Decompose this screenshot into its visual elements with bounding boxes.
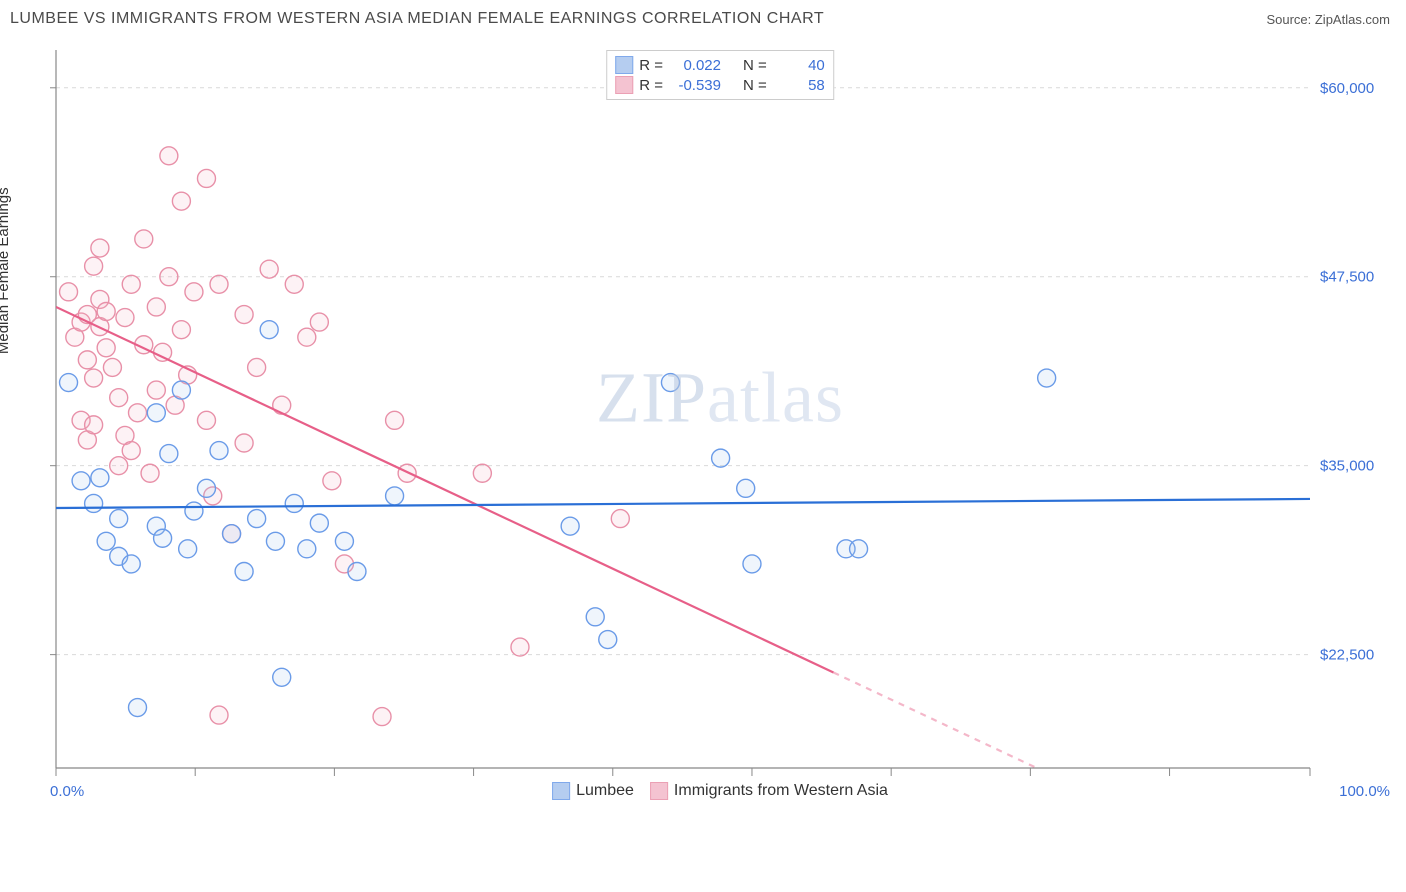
legend-swatch	[650, 782, 668, 800]
svg-text:$22,500: $22,500	[1320, 647, 1374, 664]
y-axis-label: Median Female Earnings	[0, 187, 12, 354]
scatter-plot: $22,500 $35,000 $47,500 $60,000	[50, 44, 1390, 814]
legend-n-value: 40	[773, 57, 825, 74]
svg-text:$35,000: $35,000	[1320, 458, 1374, 475]
legend-swatch	[615, 56, 633, 74]
source-link[interactable]: ZipAtlas.com	[1315, 12, 1390, 27]
legend-r-value: 0.022	[669, 57, 721, 74]
legend-label: Immigrants from Western Asia	[674, 782, 888, 800]
legend-r-label: R =	[639, 77, 663, 94]
chart-title: LUMBEE VS IMMIGRANTS FROM WESTERN ASIA M…	[10, 10, 824, 28]
legend-n-label: N =	[743, 57, 767, 74]
legend-series: Lumbee Immigrants from Western Asia	[552, 782, 888, 800]
legend-r-value: -0.539	[669, 77, 721, 94]
source-credit: Source: ZipAtlas.com	[1266, 12, 1390, 27]
chart-area: ZIPatlas $22,500$35,000$47,500$60,000 Me…	[50, 44, 1390, 814]
x-axis-max-label: 100.0%	[1339, 783, 1390, 800]
svg-text:$60,000: $60,000	[1320, 80, 1374, 97]
legend-item: Immigrants from Western Asia	[650, 782, 888, 800]
legend-n-label: N =	[743, 77, 767, 94]
x-axis-min-label: 0.0%	[50, 783, 84, 800]
legend-n-value: 58	[773, 77, 825, 94]
legend-correlation: R = 0.022 N = 40 R = -0.539 N = 58	[606, 50, 834, 100]
legend-swatch	[552, 782, 570, 800]
legend-r-label: R =	[639, 57, 663, 74]
legend-row: R = 0.022 N = 40	[615, 55, 825, 75]
legend-swatch	[615, 76, 633, 94]
legend-label: Lumbee	[576, 782, 634, 800]
legend-row: R = -0.539 N = 58	[615, 75, 825, 95]
legend-item: Lumbee	[552, 782, 634, 800]
svg-text:$47,500: $47,500	[1320, 269, 1374, 286]
